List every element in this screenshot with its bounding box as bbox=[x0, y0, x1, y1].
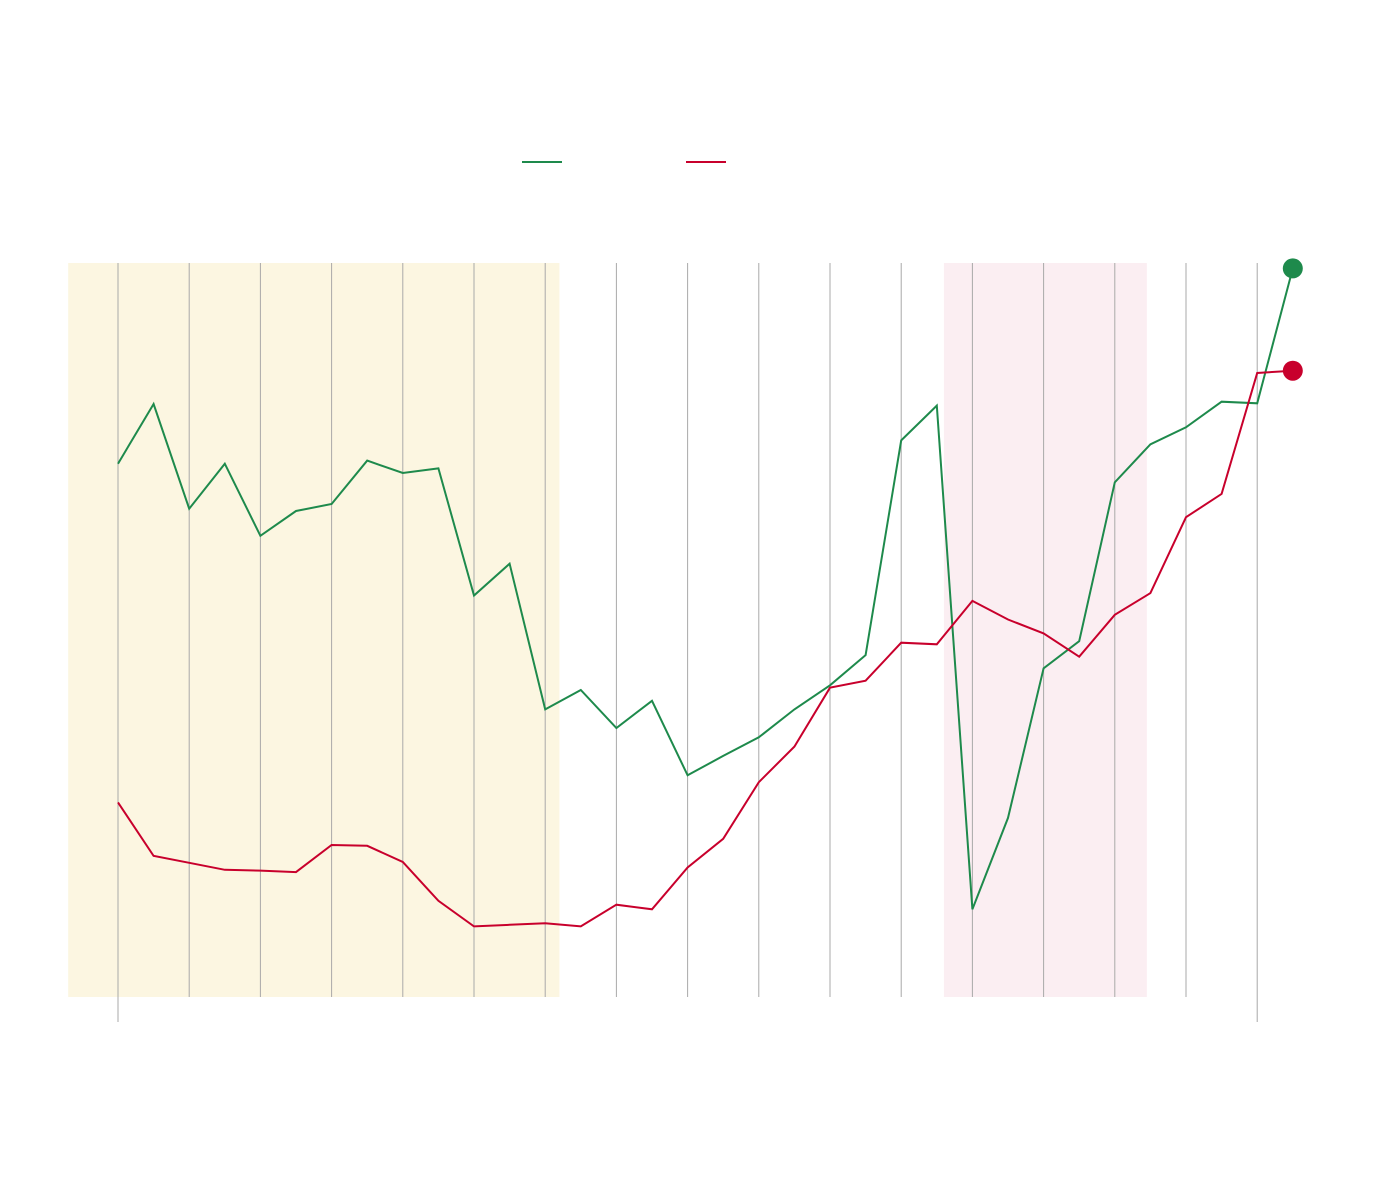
end-marker-0 bbox=[1282, 258, 1303, 279]
grid-lines bbox=[117, 263, 1258, 1022]
series-line-1 bbox=[117, 369, 1293, 928]
shaded-band-1 bbox=[943, 263, 1147, 997]
series-lines bbox=[117, 258, 1303, 928]
series-line-0 bbox=[117, 268, 1294, 910]
shaded-band-0 bbox=[68, 263, 560, 997]
end-marker-1 bbox=[1282, 360, 1303, 381]
shaded-bands bbox=[68, 263, 1147, 997]
